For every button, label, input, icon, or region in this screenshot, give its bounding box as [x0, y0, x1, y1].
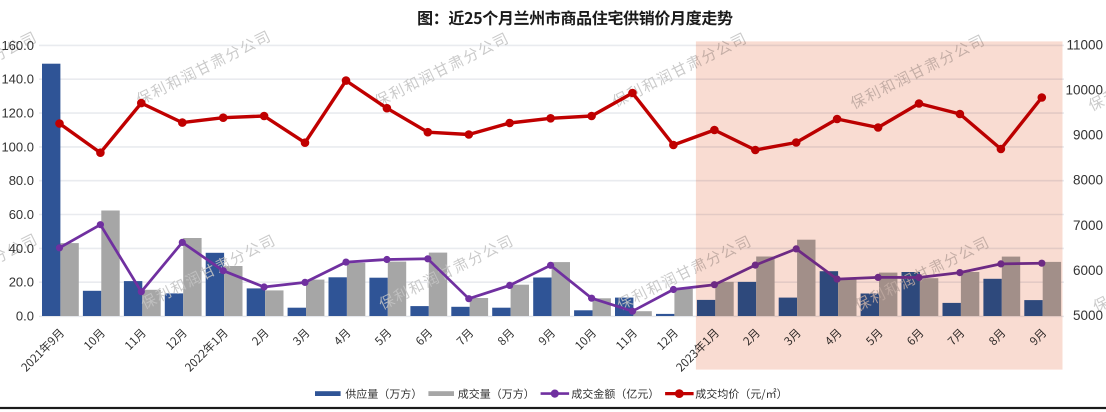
svg-text:60.0: 60.0 [9, 207, 34, 222]
svg-text:80.0: 80.0 [9, 173, 34, 188]
svg-text:9000: 9000 [1073, 128, 1103, 143]
svg-text:20.0: 20.0 [9, 275, 34, 290]
svg-text:7000: 7000 [1073, 218, 1103, 233]
svg-text:6000: 6000 [1073, 263, 1103, 278]
svg-text:160.0: 160.0 [1, 38, 34, 53]
svg-text:140.0: 140.0 [1, 72, 34, 87]
svg-text:0.0: 0.0 [16, 309, 34, 324]
svg-text:40.0: 40.0 [9, 241, 34, 256]
svg-text:5000: 5000 [1073, 308, 1103, 323]
svg-text:10000: 10000 [1065, 83, 1103, 98]
svg-text:100.0: 100.0 [1, 139, 34, 154]
svg-text:11000: 11000 [1066, 37, 1103, 52]
svg-text:8000: 8000 [1073, 173, 1103, 188]
svg-text:120.0: 120.0 [1, 106, 34, 121]
